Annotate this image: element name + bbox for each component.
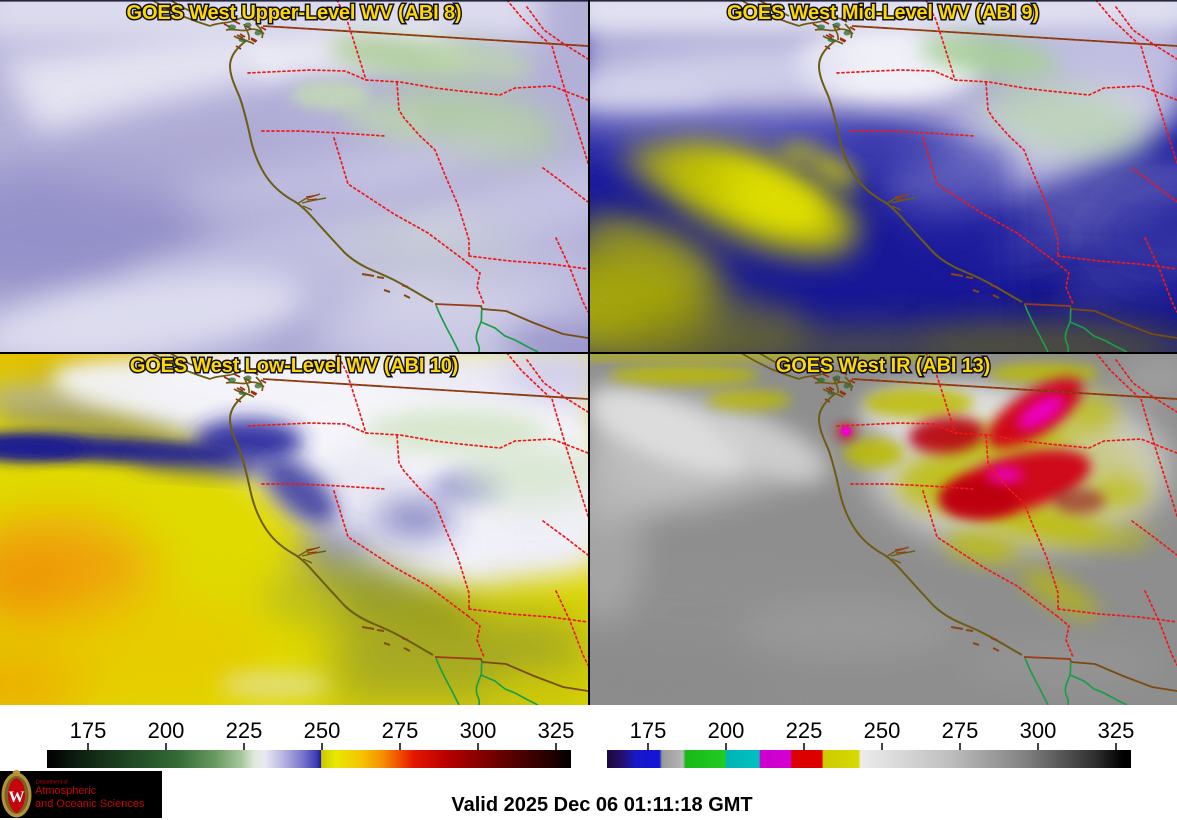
svg-text:225: 225 bbox=[226, 718, 263, 743]
svg-text:175: 175 bbox=[630, 718, 667, 743]
svg-text:and Oceanic Sciences: and Oceanic Sciences bbox=[35, 798, 145, 810]
svg-text:GOES West Upper-Level WV (ABI: GOES West Upper-Level WV (ABI 8) bbox=[127, 2, 462, 24]
svg-text:250: 250 bbox=[304, 718, 341, 743]
svg-text:Valid 2025 Dec 06 01:11:18 GMT: Valid 2025 Dec 06 01:11:18 GMT bbox=[451, 794, 752, 816]
svg-text:275: 275 bbox=[942, 718, 979, 743]
svg-text:200: 200 bbox=[148, 718, 185, 743]
svg-text:300: 300 bbox=[460, 718, 497, 743]
svg-text:250: 250 bbox=[864, 718, 901, 743]
svg-text:175: 175 bbox=[70, 718, 107, 743]
svg-text:325: 325 bbox=[538, 718, 575, 743]
svg-text:275: 275 bbox=[382, 718, 419, 743]
svg-text:Department of: Department of bbox=[36, 780, 68, 786]
svg-text:200: 200 bbox=[708, 718, 745, 743]
svg-text:325: 325 bbox=[1098, 718, 1135, 743]
svg-text:225: 225 bbox=[786, 718, 823, 743]
svg-text:300: 300 bbox=[1020, 718, 1057, 743]
svg-text:GOES West IR (ABI 13): GOES West IR (ABI 13) bbox=[776, 355, 990, 377]
svg-text:Atmospheric: Atmospheric bbox=[35, 785, 97, 797]
svg-text:GOES West Mid-Level WV (ABI 9): GOES West Mid-Level WV (ABI 9) bbox=[727, 2, 1039, 24]
svg-text:GOES West Low-Level WV (ABI 10: GOES West Low-Level WV (ABI 10) bbox=[130, 355, 458, 377]
svg-text:W: W bbox=[9, 789, 25, 806]
